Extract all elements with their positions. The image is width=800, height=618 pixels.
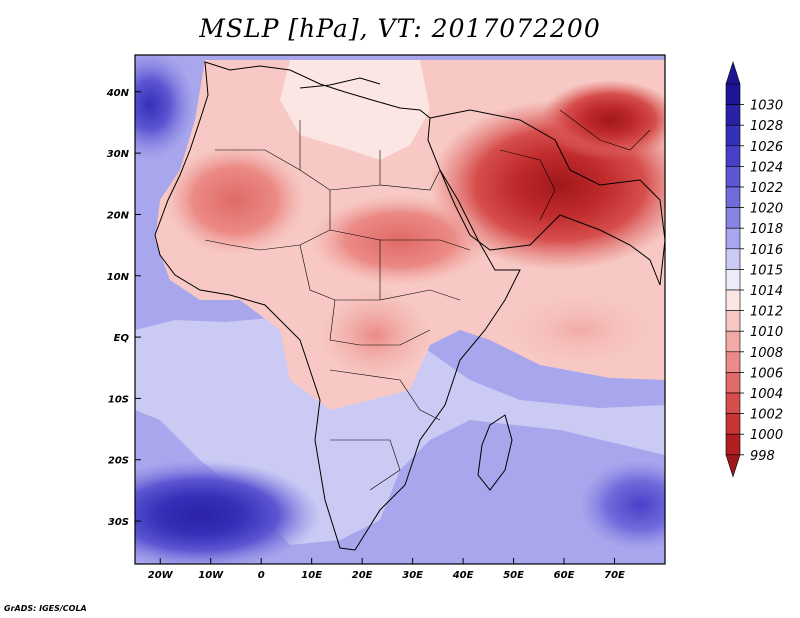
x-tick-label: 60E	[554, 570, 575, 581]
madagascar-coastline	[477, 414, 513, 491]
border-line	[499, 149, 556, 221]
border-line	[379, 169, 441, 191]
grads-credit: GrADS: IGES/COLA	[4, 604, 87, 613]
colorbar-label: 998	[750, 449, 775, 464]
colorbar-swatch	[725, 351, 741, 373]
x-tick-label: 10E	[301, 570, 322, 581]
x-tick-label: 20W	[148, 570, 174, 581]
colorbar-label: 1030	[750, 99, 783, 114]
colorbar-label: 1002	[750, 408, 783, 423]
colorbar-swatch	[725, 310, 741, 332]
latitude-axis: 40N 30N 20N 10N EQ 10S 20S 30S	[106, 88, 141, 528]
colorbar-label: 1008	[750, 346, 783, 361]
y-tick-label: 10S	[108, 394, 129, 405]
y-tick-label: 10N	[107, 272, 130, 283]
x-tick-label: 10W	[198, 570, 224, 581]
colorbar-swatch	[725, 186, 741, 208]
colorbar-swatch	[725, 207, 741, 229]
colorbar-swatch	[725, 269, 741, 291]
mascarene-high	[580, 460, 665, 550]
y-tick-label: 30S	[108, 517, 129, 528]
congo-trough	[320, 290, 430, 380]
colorbar-label: 1014	[750, 284, 783, 299]
colorbar-label: 1020	[750, 202, 783, 217]
x-tick-label: 40E	[452, 570, 474, 581]
colorbar-swatch	[725, 248, 741, 270]
iran-low	[540, 80, 665, 160]
saharan-low	[165, 145, 305, 255]
arabia-india-coastline	[429, 109, 666, 286]
colorbar-swatch	[725, 145, 741, 167]
border-line	[329, 299, 431, 346]
colorbar-top-extend	[725, 61, 741, 85]
border-line	[299, 244, 461, 301]
y-tick-label: 20N	[107, 210, 130, 221]
colorbar-swatch	[725, 413, 741, 435]
map-frame	[134, 54, 666, 565]
colorbar-label: 1000	[750, 428, 783, 443]
border-line	[559, 109, 651, 151]
colorbar-label: 1028	[750, 119, 783, 134]
colorbar-swatch	[725, 392, 741, 414]
south-atlantic-high	[135, 460, 320, 564]
colorbar-swatch	[725, 83, 741, 105]
colorbar-swatch	[725, 104, 741, 126]
y-tick-label: EQ	[114, 333, 130, 344]
colorbar-swatch	[725, 166, 741, 188]
colorbar-label: 1006	[750, 366, 783, 381]
colorbar-swatch	[725, 289, 741, 311]
coastlines	[154, 61, 666, 551]
colorbar-label: 1024	[750, 160, 783, 175]
border-line	[329, 229, 471, 251]
colorbar-label: 1018	[750, 222, 783, 237]
border-line	[330, 439, 401, 491]
azores-high	[135, 55, 195, 160]
indian-ocean-trough	[500, 290, 660, 370]
colorbar-label: 1015	[750, 263, 783, 278]
y-tick-label: 30N	[107, 149, 130, 160]
x-tick-label: 50E	[503, 570, 524, 581]
x-tick-label: 20E	[352, 570, 373, 581]
colorbar-swatch	[725, 330, 741, 353]
colorbar-swatch	[725, 227, 741, 250]
africa-coastline	[154, 61, 521, 551]
border-line	[329, 369, 441, 421]
colorbar-label: 1010	[750, 325, 783, 340]
x-tick-label: 30E	[402, 570, 423, 581]
y-tick-label: 40N	[106, 88, 130, 99]
x-tick-label: 0	[258, 570, 265, 581]
mediterranean-shore	[299, 77, 381, 89]
colorbar-label: 1026	[750, 140, 783, 155]
colorbar-swatch	[725, 124, 741, 147]
colorbar-label: 1012	[750, 305, 783, 320]
colorbar-swatch	[725, 433, 741, 456]
colorbar-label: 1022	[750, 181, 783, 196]
pressure-field	[135, 55, 665, 564]
colorbar-label: 1004	[750, 387, 783, 402]
country-borders	[204, 109, 651, 491]
colorbar: 1030 1028 1026 1024 1022 1020 1018 1016 1015 1014…	[725, 61, 783, 478]
colorbar-bottom-extend	[725, 454, 741, 478]
x-tick-label: 70E	[604, 570, 625, 581]
chart-title: MSLP [hPa], VT: 2017072200	[199, 14, 601, 43]
y-tick-label: 20S	[108, 456, 129, 467]
colorbar-label: 1016	[750, 243, 783, 258]
colorbar-swatch	[725, 372, 741, 394]
mediterranean-ridge	[280, 60, 430, 160]
longitude-axis: 20W 10W 0 10E 20E 30E 40E 50E 60E 70E	[148, 558, 625, 581]
